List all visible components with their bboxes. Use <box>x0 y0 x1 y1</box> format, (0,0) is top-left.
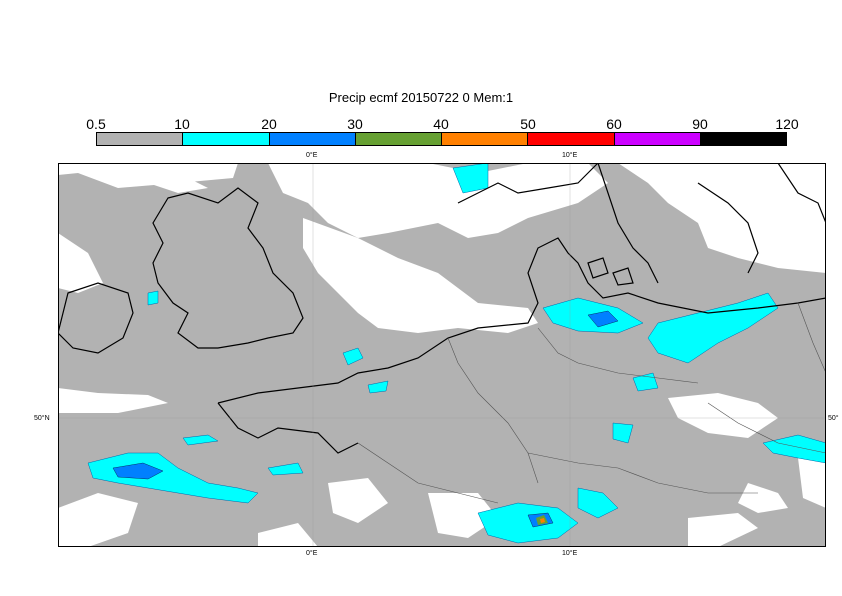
coastlines <box>58 163 826 454</box>
lon-label-top-10: 10°E <box>562 152 578 159</box>
lon-label-bottom-0: 0°E <box>306 550 318 557</box>
legend-segment-2 <box>183 133 270 145</box>
precip-30-50 <box>536 515 548 525</box>
country-borders <box>357 302 826 504</box>
color-legend-bar <box>96 132 787 146</box>
legend-segment-4 <box>355 133 442 145</box>
dry-areas <box>58 163 826 547</box>
legend-label: 10 <box>174 116 190 132</box>
legend-label: 30 <box>347 116 363 132</box>
legend-segment-5 <box>442 133 529 145</box>
map-frame <box>58 163 826 547</box>
legend-label: 60 <box>606 116 622 132</box>
legend-label: 90 <box>692 116 708 132</box>
legend-label: 0.5 <box>86 116 106 132</box>
legend-label: 40 <box>433 116 449 132</box>
legend-label: 20 <box>261 116 277 132</box>
legend-segment-7 <box>614 133 701 145</box>
legend-label: 50 <box>520 116 536 132</box>
legend-segment-8 <box>700 133 786 145</box>
legend-segment-3 <box>269 133 356 145</box>
chart-title: Precip ecmf 20150722 0 Mem:1 <box>328 90 514 105</box>
lon-label-top-0: 0°E <box>306 152 318 159</box>
graticule <box>58 163 826 547</box>
lon-label-bottom-10: 10°E <box>562 550 578 557</box>
legend-label: 120 <box>775 116 799 132</box>
lat-label-left: 50°N <box>34 415 50 422</box>
legend-segment-1 <box>97 133 184 145</box>
legend-segment-6 <box>528 133 615 145</box>
precip-map <box>58 163 826 547</box>
lat-label-right: 50° <box>828 415 839 422</box>
